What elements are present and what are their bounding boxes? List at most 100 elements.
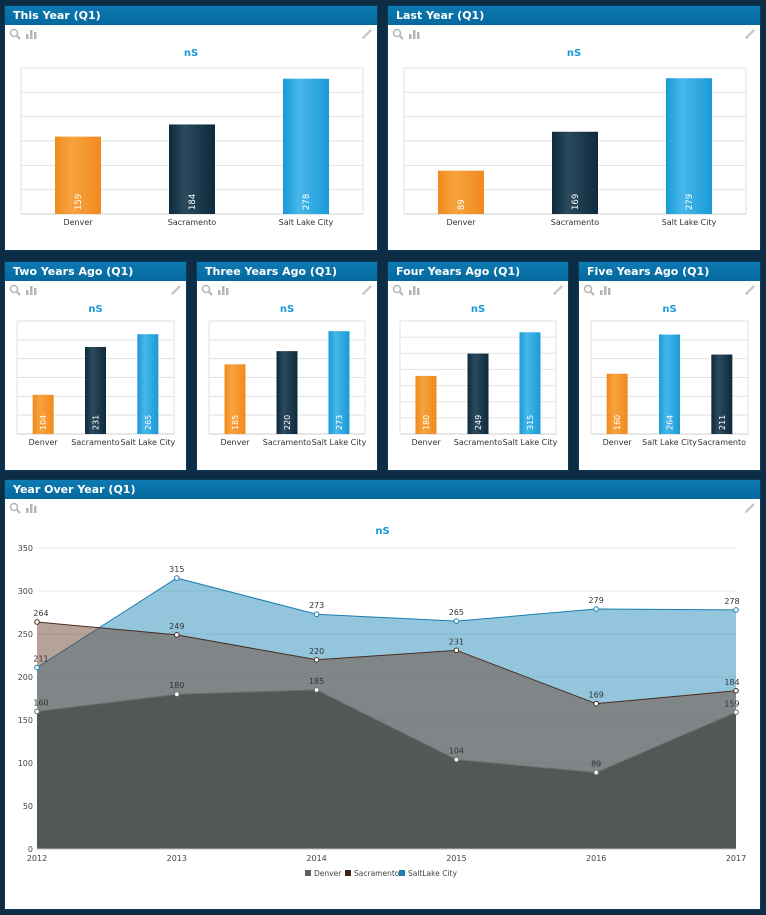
- bar-chart-icon[interactable]: [217, 283, 229, 295]
- bar[interactable]: [666, 78, 712, 214]
- data-point[interactable]: [453, 618, 460, 624]
- zoom-icon[interactable]: [201, 283, 213, 296]
- edit-icon[interactable]: [744, 283, 756, 295]
- edit-icon[interactable]: [361, 283, 373, 295]
- data-label: 279: [685, 194, 695, 210]
- panel-four-years-ago: Four Years Ago (Q1) nS 180 Denver 249 Sacrame…: [387, 261, 569, 471]
- bar-chart-icon[interactable]: [408, 283, 420, 295]
- panel-title: This Year (Q1): [5, 6, 377, 25]
- data-label: 249: [169, 622, 184, 631]
- bar-chart: 185 Denver 220 Sacramento 273 Salt Lake City: [208, 320, 367, 447]
- data-point[interactable]: [174, 575, 180, 581]
- data-label: 231: [92, 415, 101, 430]
- legend-swatch[interactable]: [305, 870, 311, 876]
- y-tick-label: 100: [18, 759, 33, 768]
- data-point[interactable]: [733, 709, 739, 716]
- data-point[interactable]: [313, 611, 320, 618]
- bar-chart-icon[interactable]: [25, 283, 37, 295]
- legend-label[interactable]: SaltLake City: [408, 869, 457, 878]
- bar[interactable]: [169, 124, 215, 214]
- legend-label[interactable]: Denver: [314, 869, 342, 878]
- series-denver-line: [36, 689, 737, 773]
- area-chart: 0 50 100 150 200 250 300 350 211 315 273 265 279 278 2…: [18, 544, 746, 878]
- panel-toolbar: [201, 283, 373, 296]
- bar[interactable]: [137, 334, 159, 434]
- edit-icon[interactable]: [552, 283, 564, 295]
- bar[interactable]: [438, 170, 484, 214]
- bar-chart-icon[interactable]: [25, 501, 37, 513]
- zoom-icon[interactable]: [9, 27, 21, 40]
- data-point[interactable]: [593, 700, 600, 707]
- data-label: 211: [718, 415, 727, 430]
- zoom-icon[interactable]: [583, 283, 595, 296]
- data-point[interactable]: [593, 769, 600, 776]
- chart-title: nS: [470, 304, 486, 315]
- bar[interactable]: [224, 364, 246, 434]
- legend-label[interactable]: Sacramento: [354, 869, 400, 878]
- data-point[interactable]: [733, 607, 739, 613]
- x-tick-label: Sacramento: [551, 218, 599, 227]
- bar[interactable]: [328, 331, 350, 434]
- bar[interactable]: [659, 334, 680, 434]
- chart-title: nS: [566, 48, 582, 59]
- panel-two-years-ago: Two Years Ago (Q1) nS 104 Denver 231 Sacramen…: [4, 261, 187, 471]
- bar[interactable]: [519, 332, 541, 434]
- zoom-icon[interactable]: [9, 283, 21, 296]
- bar[interactable]: [32, 394, 54, 434]
- data-label: 211: [33, 655, 48, 664]
- bar[interactable]: [415, 375, 437, 434]
- edit-icon[interactable]: [744, 501, 756, 513]
- data-point[interactable]: [34, 664, 40, 671]
- panel-toolbar: [9, 27, 373, 40]
- zoom-icon[interactable]: [392, 283, 404, 296]
- data-point[interactable]: [733, 687, 739, 694]
- data-point[interactable]: [313, 657, 320, 663]
- bar[interactable]: [55, 136, 101, 214]
- data-point[interactable]: [174, 632, 180, 638]
- bar-chart-icon[interactable]: [599, 283, 611, 295]
- y-tick-label: 300: [18, 587, 33, 596]
- bar[interactable]: [283, 78, 329, 214]
- bar-chart-icon[interactable]: [408, 27, 420, 39]
- data-point[interactable]: [34, 708, 40, 715]
- data-point[interactable]: [174, 691, 180, 697]
- panel-title: Five Years Ago (Q1): [579, 262, 760, 281]
- bar-chart-icon[interactable]: [25, 27, 37, 39]
- data-point[interactable]: [313, 687, 320, 693]
- chart-title: nS: [279, 304, 295, 315]
- edit-icon[interactable]: [361, 27, 373, 39]
- data-label: 249: [474, 415, 483, 430]
- zoom-icon[interactable]: [392, 27, 404, 40]
- data-label: 278: [724, 597, 739, 606]
- data-point[interactable]: [34, 619, 40, 625]
- chart-title: nS: [88, 304, 103, 315]
- bar-chart: 89 Denver 169 Sacramento 279 Salt Lake City: [403, 67, 747, 227]
- x-tick-label: Salt Lake City: [642, 438, 697, 447]
- bar[interactable]: [711, 354, 733, 434]
- panel-title: Two Years Ago (Q1): [5, 262, 186, 281]
- edit-icon[interactable]: [170, 283, 182, 295]
- bar[interactable]: [276, 351, 298, 434]
- zoom-icon[interactable]: [9, 501, 21, 514]
- bar[interactable]: [606, 373, 628, 434]
- x-tick-label: Sacramento: [168, 218, 216, 227]
- data-point[interactable]: [453, 647, 460, 654]
- y-tick-label: 200: [18, 673, 33, 682]
- data-label: 264: [33, 609, 48, 618]
- data-label: 184: [188, 194, 198, 210]
- bar-chart: 160 Denver 264 Salt Lake City 211 Sacramento: [590, 320, 749, 447]
- edit-icon[interactable]: [744, 27, 756, 39]
- chart-title: nS: [662, 304, 677, 315]
- bar[interactable]: [552, 131, 598, 214]
- data-point[interactable]: [593, 606, 600, 612]
- legend-swatch[interactable]: [399, 870, 405, 876]
- x-tick-label: Sacramento: [454, 438, 502, 447]
- data-label: 89: [457, 199, 467, 210]
- bar[interactable]: [85, 346, 106, 434]
- legend-swatch[interactable]: [345, 870, 351, 876]
- bar[interactable]: [467, 353, 489, 434]
- data-label: 169: [571, 194, 581, 210]
- panel-title: Year Over Year (Q1): [5, 480, 760, 499]
- panel-this-year: This Year (Q1) nS 159 Denver 184 Sacramento 27…: [4, 5, 378, 251]
- data-point[interactable]: [453, 756, 460, 763]
